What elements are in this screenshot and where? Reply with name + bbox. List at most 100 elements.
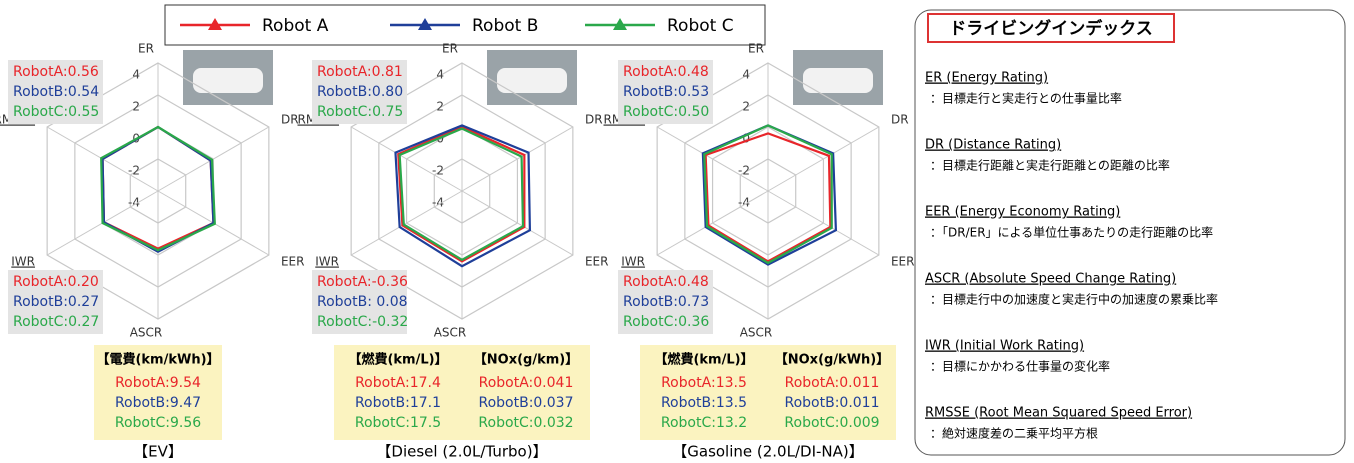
- note-text: RobotA:0.20: [13, 274, 99, 290]
- r-tick-label: -4: [432, 196, 444, 210]
- note-text: RobotB:0.80: [317, 84, 403, 100]
- note-text: RobotA:-0.36: [317, 274, 408, 290]
- box-line: RobotA:0.041: [479, 375, 574, 391]
- series-polygon: [100, 125, 216, 252]
- r-tick-label: 4: [132, 68, 140, 82]
- r-tick-label: -4: [128, 196, 140, 210]
- spoke: [656, 126, 769, 192]
- index-term: DR (Distance Rating): [925, 138, 1061, 153]
- r-tick-label: 2: [742, 100, 750, 114]
- legend-marker: [418, 18, 432, 30]
- axis-label: DR: [585, 113, 603, 127]
- r-tick-label: -2: [432, 164, 444, 178]
- note-text: RobotA:0.48: [623, 274, 709, 290]
- spoke: [767, 126, 880, 192]
- note-text: RobotC:0.50: [623, 104, 709, 120]
- box-line: RobotA:13.5: [661, 375, 747, 391]
- note-text: RobotA:0.56: [13, 64, 99, 80]
- note-text: RobotB: 0.08: [317, 294, 408, 310]
- chart-title: 【Gasoline (2.0L/DI-NA)】: [672, 443, 864, 461]
- axis-label: ER: [138, 42, 154, 56]
- index-title-box: [927, 13, 1175, 43]
- axis-label: ASCR: [740, 326, 773, 340]
- index-desc: ：「DR/ER」による単位仕事あたりの走行距離の比率: [930, 225, 1213, 240]
- index-desc: ：目標走行中の加速度と実走行中の加速度の累乗比率: [930, 292, 1218, 307]
- axis-label: DR: [891, 113, 909, 127]
- note-text: RobotA:0.48: [623, 64, 709, 80]
- spoke: [656, 190, 769, 256]
- axis-label: EER: [891, 255, 915, 269]
- index-desc: ：目標にかかわる仕事量の変化率: [930, 359, 1110, 374]
- note-text: RobotB:0.53: [623, 84, 709, 100]
- series-polygon: [397, 125, 526, 263]
- legend-box: [164, 4, 766, 46]
- series-polygon: [701, 124, 838, 266]
- axis-label: IWR: [11, 255, 35, 269]
- box-line: RobotC:0.009: [784, 415, 879, 431]
- axis-label: IWR: [621, 255, 645, 269]
- axis-label: IWR: [315, 255, 339, 269]
- note-box: [618, 270, 713, 334]
- box-line: RobotB:17.1: [355, 395, 441, 411]
- axis-label: DR: [281, 113, 299, 127]
- index-term: ER (Energy Rating): [925, 71, 1048, 86]
- note-text: RobotC:0.27: [13, 314, 99, 330]
- r-tick-label: 0: [742, 132, 750, 146]
- spoke: [157, 126, 270, 192]
- series-polygon: [398, 127, 525, 262]
- note-text: RobotC:0.55: [13, 104, 99, 120]
- value-box: [640, 345, 896, 440]
- note-box: [8, 60, 103, 124]
- spoke: [767, 190, 880, 256]
- r-tick-label: 4: [742, 68, 750, 82]
- value-box: [334, 345, 590, 440]
- box-line: RobotC:13.2: [661, 415, 747, 431]
- box-line: RobotC:17.5: [355, 415, 441, 431]
- axis-label: ER: [442, 42, 458, 56]
- note-text: RobotC:0.36: [623, 314, 709, 330]
- note-text: RobotC:0.75: [317, 104, 403, 120]
- r-tick-label: -4: [738, 196, 750, 210]
- series-polygon: [394, 124, 532, 268]
- note-box: [312, 270, 407, 334]
- legend-label: Robot C: [667, 16, 734, 36]
- axis-label: ASCR: [434, 326, 467, 340]
- box-line: RobotB:0.037: [478, 395, 573, 411]
- axis-label: EER: [585, 255, 609, 269]
- series-polygon: [704, 132, 832, 263]
- note-text: RobotB:0.27: [13, 294, 99, 310]
- note-text: RobotB:0.54: [13, 84, 99, 100]
- note-box: [8, 270, 103, 334]
- index-term: IWR (Initial Work Rating): [925, 339, 1084, 354]
- car-body: [193, 68, 263, 93]
- chart-title: 【EV】: [133, 443, 183, 461]
- index-panel: [914, 9, 1346, 456]
- axis-label: EER: [281, 255, 305, 269]
- note-text: RobotB:0.73: [623, 294, 709, 310]
- index-term: RMSSE (Root Mean Squared Speed Error): [925, 406, 1192, 421]
- note-text: RobotA:0.81: [317, 64, 403, 80]
- index-term: ASCR (Absolute Speed Change Rating): [925, 272, 1176, 287]
- axis-label: ASCR: [130, 326, 163, 340]
- index-desc: ：絶対速度差の二乗平均平方根: [930, 426, 1098, 441]
- value-box: [94, 345, 222, 440]
- box-line: RobotA:0.011: [785, 375, 880, 391]
- box-header: 【電費(km/kWh)】: [96, 352, 219, 368]
- axis-label: ER: [748, 42, 764, 56]
- box-line: RobotC:9.56: [115, 415, 201, 431]
- box-line: RobotB:9.47: [115, 395, 201, 411]
- spoke: [461, 126, 574, 192]
- legend-marker: [613, 18, 627, 30]
- series-polygon: [101, 125, 215, 254]
- index-title: ドライビングインデックス: [949, 18, 1153, 39]
- legend-label: Robot A: [262, 16, 329, 36]
- spoke: [350, 190, 463, 256]
- index-desc: ：目標走行と実走行との仕事量比率: [930, 91, 1122, 106]
- spoke: [461, 190, 574, 256]
- car-body: [497, 68, 567, 93]
- note-box: [312, 60, 407, 124]
- box-line: RobotA:17.4: [355, 375, 441, 391]
- spoke: [350, 126, 463, 192]
- r-tick-label: 2: [436, 100, 444, 114]
- car-body: [803, 68, 873, 93]
